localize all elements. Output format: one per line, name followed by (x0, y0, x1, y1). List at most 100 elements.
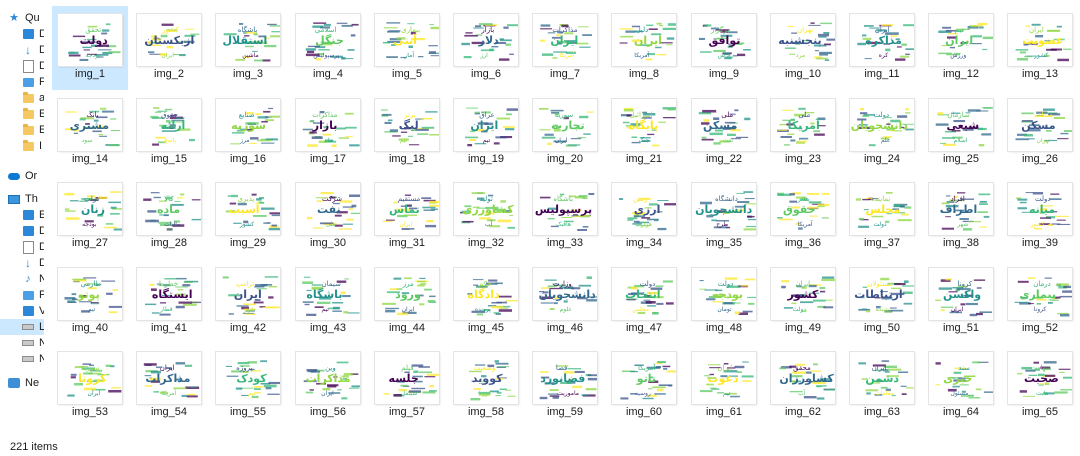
file-item[interactable]: مذاکرات ایران آمریکا img_54 (131, 344, 207, 428)
file-item[interactable]: مسکن ملی نفت img_22 (686, 91, 762, 175)
nav-item[interactable]: P (0, 287, 44, 303)
nav-item-label: N (39, 337, 44, 349)
file-item[interactable]: اطراف افراد شهر img_38 (923, 175, 999, 259)
file-item[interactable]: کووید وضعیت کرونا img_58 (448, 344, 524, 428)
file-item[interactable]: ایران تیم ورزش img_12 (923, 6, 999, 90)
nav-item[interactable]: E (0, 122, 44, 138)
file-item[interactable]: نفت شرکت ملی img_30 (290, 175, 366, 259)
nav-item[interactable]: a (0, 90, 44, 106)
file-name-label: img_33 (546, 237, 584, 249)
file-name-label: img_42 (229, 322, 267, 334)
nav-item[interactable]: N (0, 335, 44, 351)
file-item[interactable]: ماده کالا مالیات img_28 (131, 175, 207, 259)
file-item[interactable]: خبری سند مسئول img_64 (923, 344, 999, 428)
file-item[interactable]: ورود مرز ایران img_44 (369, 260, 445, 344)
word-cloud-word: ایران (945, 34, 973, 47)
nav-item[interactable]: L (0, 319, 44, 335)
file-item[interactable]: آنتی بیماری آمار img_5 (369, 6, 445, 90)
file-item[interactable]: سوریه صنایع مرز img_16 (210, 91, 286, 175)
file-item[interactable]: واکسن کرونا ایران img_51 (923, 260, 999, 344)
nav-item[interactable]: D (0, 239, 44, 255)
file-item[interactable]: ایران دلیل آمریکا img_8 (606, 6, 682, 90)
file-item[interactable]: ایران ترامپ شهر img_42 (210, 260, 286, 344)
file-item[interactable]: استقلال باشگاه ماشین img_3 (210, 6, 286, 90)
file-item[interactable]: دانشجویان دانشگاه طرح img_35 (686, 175, 762, 259)
file-item[interactable]: حقوق بشر آمریکا img_36 (765, 175, 841, 259)
nav-item[interactable]: D (0, 26, 44, 42)
word-cloud-thumbnail: آنتی بیماری آمار (375, 14, 439, 66)
file-item[interactable]: بودجه دولت تومان img_48 (686, 260, 762, 344)
file-item[interactable]: مشتری بانک سود img_14 (52, 91, 128, 175)
file-item[interactable]: دعوت ایران تیم img_61 (686, 344, 762, 428)
file-item[interactable]: پایگاه اسرائیل جنگ img_21 (606, 91, 682, 175)
nav-item[interactable]: ↓ D (0, 255, 44, 271)
file-item[interactable]: پرسپولیس باشگاه هافبک img_33 (527, 175, 603, 259)
nav-item[interactable]: E (0, 106, 44, 122)
file-item[interactable]: کشاورزی تولید آب img_32 (448, 175, 524, 259)
nav-item[interactable]: D (0, 223, 44, 239)
file-item[interactable]: دشمن ایران مقامات img_63 (844, 344, 920, 428)
nav-item[interactable]: Ne (0, 375, 44, 391)
file-item[interactable]: جلسه فیلم سینما img_57 (369, 344, 445, 428)
file-item[interactable]: بازار مذاکرات ماه img_17 (290, 91, 366, 175)
star-icon: ★ (9, 11, 19, 24)
file-item[interactable]: ایران عراق تیم img_19 (448, 91, 524, 175)
word-cloud-thumbnail: بودجه دولت تومان (692, 268, 756, 320)
file-item[interactable]: صحبت شهادت هایت img_65 (1002, 344, 1078, 428)
file-item[interactable]: بیماری درمان کرونا img_52 (1002, 260, 1078, 344)
nav-item[interactable]: I (0, 138, 44, 154)
file-item[interactable]: آمریکا ملی نیرو img_23 (765, 91, 841, 175)
nav-item[interactable]: ★ Qu (0, 10, 44, 26)
file-item[interactable]: تماس مستقیم ایران img_31 (369, 175, 445, 259)
file-item[interactable]: ایران مذاکرات آمریکا img_7 (527, 6, 603, 90)
file-item[interactable]: مذاکره ایران کره img_11 (844, 6, 920, 90)
file-item[interactable]: توافق برگزار روزش img_9 (686, 6, 762, 90)
word-cloud-word: فضا (556, 364, 568, 372)
file-item[interactable]: ارتباطات مسئولان شبکه img_50 (844, 260, 920, 344)
word-cloud-word: درمان (1033, 280, 1051, 288)
nav-item[interactable]: E (0, 207, 44, 223)
file-item[interactable]: دانشجویان وزارت علوم img_46 (527, 260, 603, 344)
nav-item[interactable]: Or (0, 168, 44, 184)
nav-item[interactable]: Th (0, 191, 44, 207)
file-item[interactable]: لیگ برتر تیم img_18 (369, 91, 445, 175)
file-item[interactable]: مذاکرات وین ایران img_56 (290, 344, 366, 428)
file-name-label: img_59 (546, 406, 584, 418)
file-item[interactable]: شیعی سازمان اسلام img_25 (923, 91, 999, 175)
file-item[interactable]: ناتو آمریکا روسیه img_60 (606, 344, 682, 428)
nav-item[interactable]: P (0, 74, 44, 90)
file-item[interactable]: کشاورزان محقق آب img_62 (765, 344, 841, 428)
file-item[interactable]: دولت تحقق بودجه img_1 (52, 6, 128, 90)
file-item[interactable]: زنان دولت بودجه img_27 (52, 175, 128, 259)
nav-item[interactable]: D (0, 58, 44, 74)
file-item[interactable]: ارزی زمین هزار img_34 (606, 175, 682, 259)
file-item[interactable]: ایستگاه خطوط قطار img_41 (131, 260, 207, 344)
file-item[interactable]: مجلس نماینده دولت img_37 (844, 175, 920, 259)
file-item[interactable]: باشگاه سیمان تیم img_43 (290, 260, 366, 344)
file-item[interactable]: دانشجویان دولت علم img_24 (844, 91, 920, 175)
file-item[interactable]: ارائه حقوق پاسخ img_15 (131, 91, 207, 175)
file-item[interactable]: آسیب پذیری کشور img_29 (210, 175, 286, 259)
file-item[interactable]: تجارت سوریه ایران img_20 (527, 91, 603, 175)
file-item[interactable]: عضویت ایران کشور img_13 (1002, 6, 1078, 90)
file-item[interactable]: انتخاب دولت مجلس img_47 (606, 260, 682, 344)
file-item[interactable]: میانه دولت کشور img_39 (1002, 175, 1078, 259)
file-item[interactable]: ازبکستان کشور ایران img_2 (131, 6, 207, 90)
nav-item[interactable]: N (0, 351, 44, 367)
nav-item[interactable]: V (0, 303, 44, 319)
nav-item[interactable]: ↓ D (0, 42, 44, 58)
file-item[interactable]: دادگاه حکم پرونده img_45 (448, 260, 524, 344)
file-item[interactable]: فضانورد فضا ماموریت img_59 (527, 344, 603, 428)
file-name-label: img_35 (705, 237, 743, 249)
file-item[interactable]: پنجشنبه تهران مرد img_10 (765, 6, 841, 90)
file-item[interactable]: دلار بازار ارز img_6 (448, 6, 524, 90)
word-cloud-word: اسرائیل (630, 111, 653, 119)
nav-item[interactable]: ♪ N (0, 271, 44, 287)
file-item[interactable]: کشور ایران دولت img_49 (765, 260, 841, 344)
file-item[interactable]: مسکن منطقه تهران img_26 (1002, 91, 1078, 175)
file-item[interactable]: کرونا سوریه ایران img_53 (52, 344, 128, 428)
word-cloud-word: خبری (943, 372, 972, 385)
file-item[interactable]: جنگل اسلامی پرسپولیس img_4 (290, 6, 366, 90)
file-item[interactable]: پوتو طارمی تیم img_40 (52, 260, 128, 344)
file-item[interactable]: کودک پروژه تیم img_55 (210, 344, 286, 428)
